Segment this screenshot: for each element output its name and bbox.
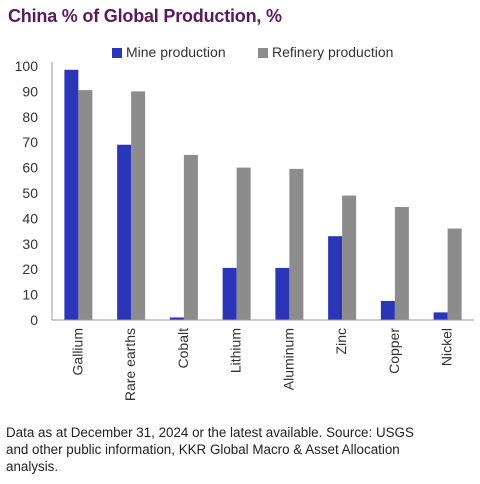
x-tick-label: Aluminum: [280, 328, 296, 390]
x-tick-label: Zinc: [333, 328, 349, 354]
bar-mine-lithium: [222, 267, 237, 320]
y-tick-label: 40: [22, 210, 38, 226]
legend-swatch-1: [112, 48, 122, 58]
x-tick-label: Copper: [386, 328, 402, 374]
x-tick-label: Rare earths: [122, 328, 138, 401]
bar-refinery-lithium: [236, 167, 251, 320]
legend: Mine production Refinery production: [112, 44, 393, 60]
bar-refinery-aluminum: [289, 168, 304, 320]
legend-label-1: Mine production: [126, 44, 226, 60]
bar-mine-aluminum: [275, 267, 290, 320]
x-tick-label: Cobalt: [175, 328, 191, 369]
y-tick-label: 10: [22, 287, 38, 303]
y-tick-label: 90: [22, 83, 38, 99]
bar-mine-zinc: [328, 236, 343, 320]
bar-refinery-cobalt: [183, 154, 198, 320]
y-tick-label: 30: [22, 236, 38, 252]
bar-mine-copper: [380, 300, 395, 320]
bar-mine-gallium: [64, 69, 79, 320]
y-tick-label: 80: [22, 109, 38, 125]
bar-refinery-gallium: [78, 90, 93, 320]
bar-refinery-zinc: [342, 195, 357, 320]
y-tick-label: 60: [22, 160, 38, 176]
source-note-line-3: analysis.: [6, 459, 59, 474]
source-note-line-2: and other public information, KKR Global…: [6, 442, 400, 457]
y-axis: 0 10 20 30 40 50 60 70 80 90 100: [15, 58, 53, 328]
legend-label-2: Refinery production: [272, 44, 393, 60]
source-note-line-1: Data as at December 31, 2024 or the late…: [6, 425, 414, 440]
bar-mine-cobalt: [169, 317, 184, 320]
x-tick-label: Gallium: [69, 328, 85, 375]
source-note: Data as at December 31, 2024 or the late…: [6, 424, 474, 475]
bar-chart: Mine production Refinery production 0 10 20…: [15, 44, 474, 401]
y-tick-label: 20: [22, 261, 38, 277]
bars: [64, 69, 462, 321]
bar-refinery-copper: [394, 206, 409, 320]
y-tick-label: 100: [15, 58, 39, 74]
bar-mine-nickel: [433, 312, 448, 320]
bar-refinery-rare-earths: [131, 91, 146, 321]
y-tick-label: 0: [30, 312, 38, 328]
chart-title: China % of Global Production, %: [8, 6, 282, 26]
x-tick-label: Lithium: [228, 328, 244, 373]
y-tick-label: 70: [22, 134, 38, 150]
x-tick-label: Nickel: [439, 328, 455, 366]
bar-mine-rare-earths: [117, 144, 132, 320]
bar-refinery-nickel: [447, 228, 462, 320]
y-tick-label: 50: [22, 185, 38, 201]
legend-swatch-2: [258, 48, 268, 58]
x-axis: Gallium Rare earths Cobalt Lithium Aluminum Z…: [52, 319, 474, 401]
